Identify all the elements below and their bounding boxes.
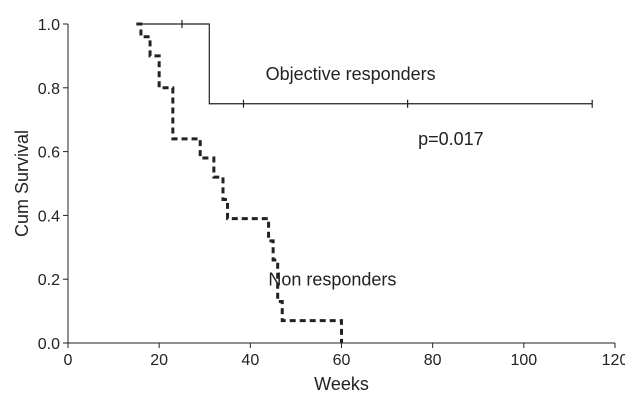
y-tick-label: 1.0 — [38, 17, 60, 34]
annotations: Objective responders p=0.017 Non responder… — [266, 64, 484, 290]
annotation-1: Objective responders — [266, 64, 436, 84]
series-group — [136, 20, 593, 343]
y-tick-label: 0.2 — [38, 272, 60, 289]
x-tick-label: 120 — [602, 352, 625, 369]
x-tick-label: 0 — [64, 352, 73, 369]
x-tick-label: 80 — [424, 352, 442, 369]
annotation-3: Non responders — [268, 270, 396, 290]
x-tick-label: 60 — [333, 352, 351, 369]
y-tick-label: 0.0 — [38, 336, 60, 353]
y-tick-label: 0.4 — [38, 208, 60, 225]
series-line-1 — [136, 23, 593, 105]
tick-marks — [63, 23, 616, 348]
annotation-2: p=0.017 — [418, 129, 484, 149]
x-tick-label: 20 — [150, 352, 168, 369]
tick-labels: 0 20 40 60 80 100 120 0.0 0.2 0.4 0.6 0.8 1.0 — [38, 17, 625, 369]
y-tick-label: 0.6 — [38, 145, 60, 162]
y-tick-label: 0.8 — [38, 81, 60, 98]
x-axis-title: Weeks — [314, 374, 369, 394]
x-tick-label: 100 — [510, 352, 537, 369]
series-line-2 — [136, 22, 343, 343]
x-tick-label: 40 — [241, 352, 259, 369]
y-axis-title: Cum Survival — [12, 130, 32, 237]
